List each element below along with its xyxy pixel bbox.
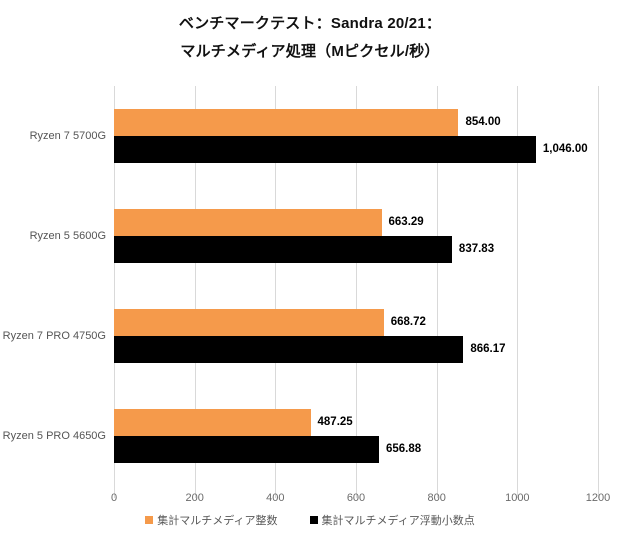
bar-float[interactable] bbox=[114, 236, 452, 263]
bar-float[interactable] bbox=[114, 436, 379, 463]
bar-value-label: 837.83 bbox=[458, 243, 495, 255]
bar-float[interactable] bbox=[114, 136, 536, 163]
bar-value-label: 1,046.00 bbox=[542, 143, 588, 155]
x-tick-label: 200 bbox=[185, 492, 204, 504]
bar-value-label: 668.72 bbox=[390, 316, 426, 328]
category-label: Ryzen 7 PRO 4750G bbox=[2, 330, 106, 342]
x-tick-label: 800 bbox=[427, 492, 446, 504]
bar-integer[interactable] bbox=[114, 109, 459, 136]
bar-group: 854.00 1,046.00 bbox=[114, 109, 598, 163]
bar-integer[interactable] bbox=[114, 409, 311, 436]
category-label: Ryzen 5 5600G bbox=[29, 230, 106, 242]
chart-title: ベンチマークテスト：Sandra 20/21： マルチメディア処理（Mピクセル/… bbox=[0, 10, 620, 66]
bar-value-label: 854.00 bbox=[465, 116, 501, 128]
plot-area: 854.00 1,046.00 663.29 837.83 668.72 866.17 48… bbox=[114, 86, 599, 498]
bar-group: 668.72 866.17 bbox=[114, 309, 598, 363]
legend-item-1[interactable]: 集計マルチメディア浮動小数点 bbox=[309, 512, 475, 528]
gridline bbox=[598, 86, 599, 498]
gridline bbox=[356, 86, 357, 498]
gridline bbox=[517, 86, 519, 498]
x-tick-label: 0 bbox=[110, 492, 118, 504]
gridline bbox=[114, 86, 115, 498]
gridline bbox=[275, 86, 277, 498]
bar-value-label: 656.88 bbox=[385, 443, 422, 455]
gridline bbox=[194, 86, 196, 498]
legend-label: 集計マルチメディア浮動小数点 bbox=[321, 515, 475, 527]
legend-label: 集計マルチメディア整数 bbox=[157, 515, 278, 527]
chart-legend: 集計マルチメディア整数 集計マルチメディア浮動小数点 bbox=[0, 512, 620, 528]
x-tick-label: 600 bbox=[346, 492, 366, 504]
bar-integer[interactable] bbox=[114, 209, 382, 236]
x-tick-label: 1000 bbox=[505, 492, 530, 504]
x-tick-label: 1200 bbox=[585, 492, 611, 504]
chart-title-line-2: マルチメディア処理（Mピクセル/秒） bbox=[180, 43, 440, 60]
bar-value-label: 866.17 bbox=[470, 343, 506, 355]
chart-title-line-1: ベンチマークテスト：Sandra 20/21： bbox=[178, 15, 442, 32]
legend-swatch-icon bbox=[145, 515, 154, 524]
bar-group: 663.29 837.83 bbox=[114, 209, 598, 263]
bar-value-label: 487.25 bbox=[317, 416, 353, 428]
bar-value-label: 663.29 bbox=[388, 216, 424, 228]
x-tick-label: 400 bbox=[266, 492, 285, 504]
bar-integer[interactable] bbox=[114, 309, 384, 336]
category-label: Ryzen 5 PRO 4650G bbox=[2, 430, 106, 442]
legend-swatch-icon bbox=[309, 515, 318, 524]
bar-float[interactable] bbox=[114, 336, 464, 363]
category-label: Ryzen 7 5700G bbox=[29, 130, 106, 142]
legend-item-0[interactable]: 集計マルチメディア整数 bbox=[145, 512, 278, 528]
bar-group: 487.25 656.88 bbox=[114, 409, 598, 463]
gridline bbox=[436, 86, 438, 498]
